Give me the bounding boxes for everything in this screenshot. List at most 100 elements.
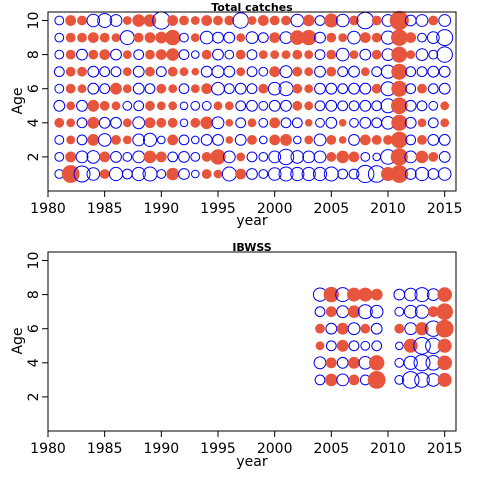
negative-residual-bubble <box>291 117 303 129</box>
negative-residual-bubble <box>347 30 361 45</box>
negative-residual-bubble <box>268 150 282 164</box>
x-tick-label: 2000 <box>257 201 293 217</box>
positive-residual-bubble <box>65 49 76 60</box>
positive-residual-bubble <box>391 114 408 131</box>
positive-residual-bubble <box>301 29 317 46</box>
negative-residual-bubble <box>98 116 111 129</box>
x-tick-label: 2000 <box>257 441 293 457</box>
negative-residual-bubble <box>258 169 269 179</box>
negative-residual-bubble <box>178 151 190 163</box>
negative-residual-bubble <box>401 371 420 389</box>
positive-residual-bubble <box>133 32 144 43</box>
positive-residual-bubble <box>406 50 416 59</box>
negative-residual-bubble <box>413 354 431 372</box>
negative-residual-bubble <box>122 100 133 111</box>
negative-residual-bubble <box>110 116 122 129</box>
negative-residual-bubble <box>110 48 122 61</box>
positive-residual-bubble <box>269 32 281 43</box>
positive-residual-bubble <box>390 165 409 183</box>
positive-residual-bubble <box>371 49 382 60</box>
plot-frame <box>47 11 457 192</box>
positive-residual-bubble <box>144 32 156 43</box>
positive-residual-bubble <box>99 32 110 43</box>
negative-residual-bubble <box>335 13 350 28</box>
negative-residual-bubble <box>87 82 100 95</box>
positive-residual-bubble <box>99 151 111 163</box>
x-tick-label: 2010 <box>370 201 406 217</box>
positive-residual-bubble <box>349 15 359 26</box>
negative-residual-bubble <box>201 100 212 111</box>
positive-residual-bubble <box>391 63 408 80</box>
positive-residual-bubble <box>292 49 303 60</box>
negative-residual-bubble <box>403 355 418 370</box>
negative-residual-bubble <box>122 152 133 162</box>
negative-residual-bubble <box>359 48 372 61</box>
positive-residual-bubble <box>87 32 99 43</box>
positive-residual-bubble <box>156 83 167 94</box>
negative-residual-bubble <box>278 166 294 182</box>
positive-residual-bubble <box>336 339 349 352</box>
positive-residual-bubble <box>405 32 417 43</box>
positive-residual-bubble <box>122 16 132 25</box>
positive-residual-bubble <box>122 135 132 145</box>
negative-residual-bubble <box>156 169 167 179</box>
positive-residual-bubble <box>145 100 155 111</box>
y-axis-label: Age <box>10 87 26 114</box>
positive-residual-bubble <box>77 66 87 77</box>
negative-residual-bubble <box>371 66 383 78</box>
negative-residual-bubble <box>427 83 439 95</box>
negative-residual-bubble <box>336 305 350 319</box>
negative-residual-bubble <box>119 30 135 46</box>
positive-residual-bubble <box>66 135 76 145</box>
negative-residual-bubble <box>436 29 454 47</box>
positive-residual-bubble <box>257 15 269 26</box>
negative-residual-bubble <box>427 134 440 146</box>
negative-residual-bubble <box>86 167 101 181</box>
positive-residual-bubble <box>304 50 314 59</box>
positive-residual-bubble <box>65 66 76 77</box>
negative-residual-bubble <box>54 152 65 162</box>
negative-residual-bubble <box>224 49 235 60</box>
positive-residual-bubble <box>122 84 132 94</box>
positive-residual-bubble <box>111 33 121 42</box>
negative-residual-bubble <box>359 82 372 95</box>
negative-residual-bubble <box>132 116 146 130</box>
negative-residual-bubble <box>372 152 382 162</box>
negative-residual-bubble <box>178 83 190 95</box>
negative-residual-bubble <box>356 11 375 30</box>
y-axis-label: Age <box>10 327 26 354</box>
positive-residual-bubble <box>292 100 303 111</box>
negative-residual-bubble <box>86 13 101 28</box>
positive-residual-bubble <box>224 15 235 26</box>
positive-residual-bubble <box>325 306 337 318</box>
negative-residual-bubble <box>403 287 418 302</box>
negative-residual-bubble <box>132 150 146 164</box>
y-tick-label: 10 <box>26 12 42 30</box>
negative-residual-bubble <box>417 32 427 43</box>
negative-residual-bubble <box>258 100 269 111</box>
negative-residual-bubble <box>404 99 417 112</box>
negative-residual-bubble <box>348 82 360 95</box>
negative-residual-bubble <box>223 65 236 78</box>
negative-residual-bubble <box>179 32 189 43</box>
positive-residual-bubble <box>132 14 145 27</box>
positive-residual-bubble <box>247 135 257 145</box>
positive-residual-bubble <box>326 49 337 60</box>
negative-residual-bubble <box>314 31 326 44</box>
negative-residual-bubble <box>314 306 326 318</box>
x-tick-label: 2015 <box>427 441 463 457</box>
positive-residual-bubble <box>338 136 347 144</box>
positive-residual-bubble <box>201 15 213 26</box>
positive-residual-bubble <box>304 101 314 111</box>
positive-residual-bubble <box>235 168 247 180</box>
positive-residual-bubble <box>247 16 257 25</box>
positive-residual-bubble <box>224 101 234 111</box>
x-tick-label: 1990 <box>144 201 180 217</box>
positive-residual-bubble <box>213 15 223 26</box>
negative-residual-bubble <box>53 99 66 112</box>
negative-residual-bubble <box>314 15 326 26</box>
positive-residual-bubble <box>360 67 370 77</box>
negative-residual-bubble <box>178 49 190 60</box>
negative-residual-bubble <box>258 152 269 162</box>
